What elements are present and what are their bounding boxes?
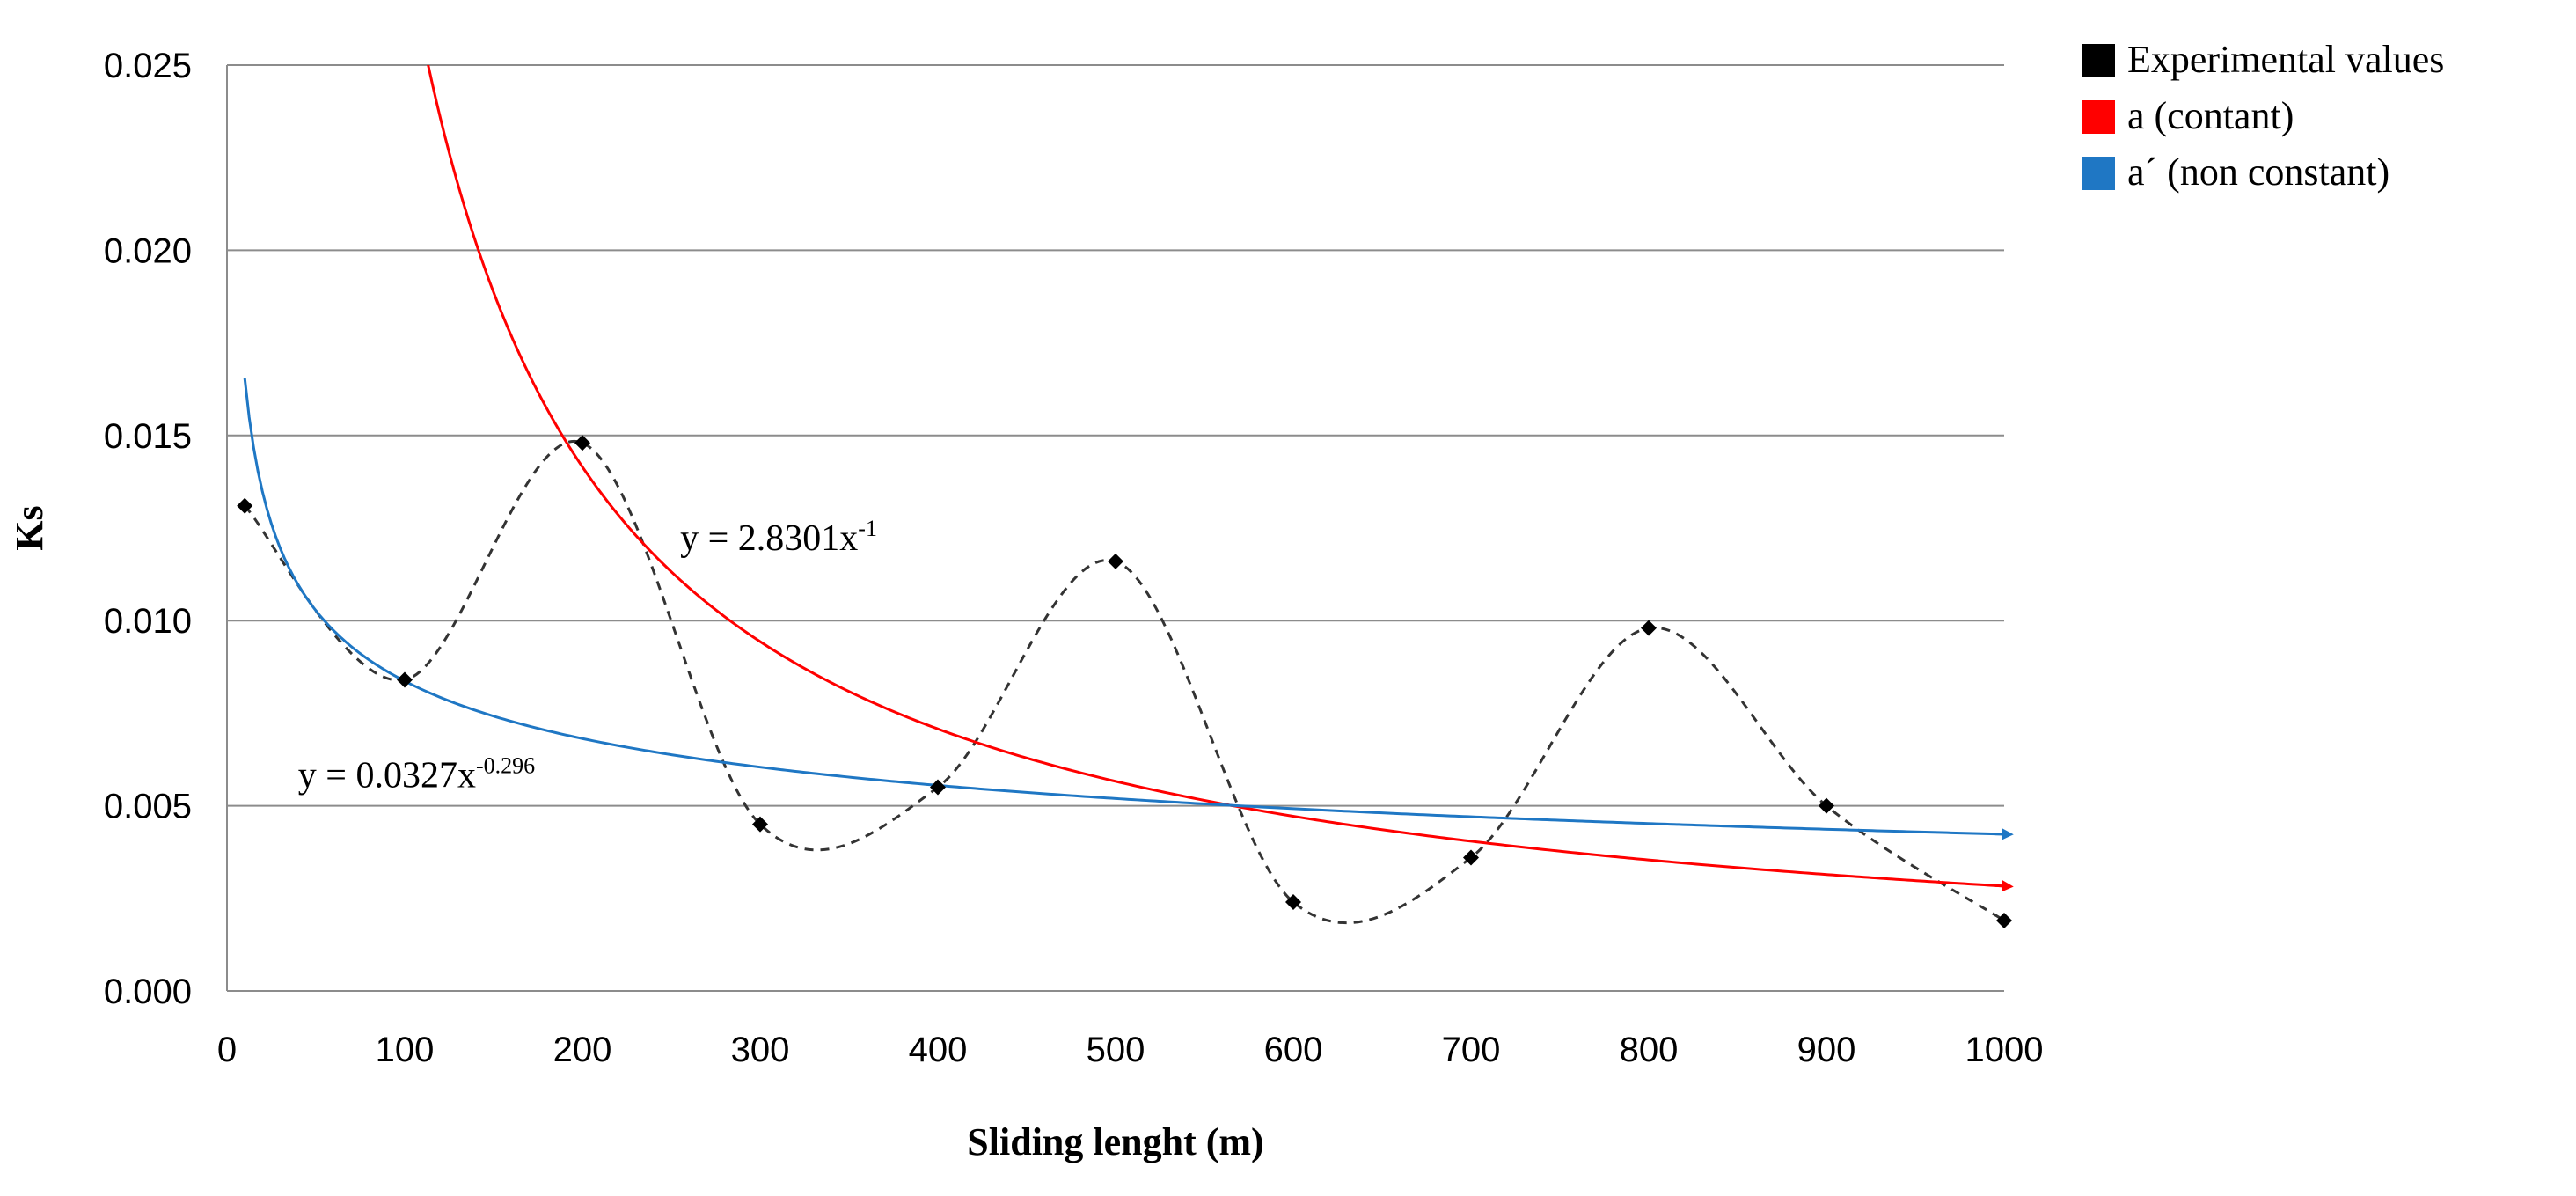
- y-tick-label: 0.010: [104, 602, 192, 641]
- experimental-point: [1819, 797, 1834, 814]
- x-tick-label: 100: [376, 1031, 435, 1069]
- experimental-point: [930, 779, 946, 796]
- y-tick-label: 0.015: [104, 417, 192, 456]
- x-tick-label: 1000: [1965, 1031, 2044, 1069]
- y-tick-label: 0.020: [104, 231, 192, 270]
- experimental-points: [237, 435, 2012, 929]
- experimental-point: [397, 671, 413, 688]
- experimental-point: [1641, 620, 1657, 636]
- equation-annotations: y = 2.8301x-1 y = 0.0327x-0.296: [298, 516, 877, 796]
- legend-label: a (contant): [2127, 94, 2294, 137]
- grid-lines: [227, 64, 2004, 807]
- x-tick-label: 600: [1264, 1031, 1323, 1069]
- equation-label: y = 2.8301x-1: [680, 516, 877, 559]
- legend-item: a´ (non constant): [2082, 150, 2389, 194]
- legend-swatch: [2082, 100, 2115, 134]
- trend-arrows: [1994, 828, 2014, 892]
- experimental-point: [1463, 849, 1479, 866]
- equation-label: y = 0.0327x-0.296: [298, 753, 535, 796]
- trendline-a-constant: [427, 65, 2004, 888]
- experimental-point: [1285, 894, 1301, 911]
- x-tick-label: 800: [1620, 1031, 1679, 1069]
- experimental-curve: [244, 439, 2004, 925]
- y-tick-label: 0.005: [104, 788, 192, 826]
- legend-swatch: [2082, 157, 2115, 190]
- y-tick-labels: 0.000 0.005 0.010 0.015 0.020 0.025: [104, 47, 192, 1011]
- x-tick-label: 700: [1442, 1031, 1501, 1069]
- plot-area: [243, 65, 2004, 925]
- axes: [226, 65, 2004, 992]
- legend-label: a´ (non constant): [2127, 150, 2389, 194]
- y-axis-title: Ks: [8, 505, 51, 550]
- arrow-a-constant: [1994, 880, 2014, 892]
- legend: Experimental values a (contant) a´ (non co…: [2082, 38, 2444, 194]
- x-tick-label: 0: [217, 1031, 237, 1069]
- x-tick-label: 500: [1087, 1031, 1145, 1069]
- x-tick-label: 400: [909, 1031, 968, 1069]
- legend-swatch: [2082, 44, 2115, 77]
- legend-label: Experimental values: [2127, 38, 2444, 81]
- y-tick-label: 0.025: [104, 47, 192, 85]
- x-axis-title: Sliding lenght (m): [967, 1120, 1263, 1163]
- experimental-point: [752, 816, 768, 833]
- x-tick-labels: 0 100 200 300 400 500 600 700 800 900 1000: [217, 1031, 2044, 1069]
- experimental-point: [1996, 913, 2012, 929]
- legend-item: a (contant): [2082, 94, 2294, 137]
- experimental-point: [1108, 553, 1123, 569]
- experimental-point: [574, 435, 590, 451]
- x-tick-label: 300: [731, 1031, 790, 1069]
- x-tick-label: 900: [1797, 1031, 1856, 1069]
- trendline-a-prime: [243, 378, 2004, 836]
- x-tick-label: 200: [553, 1031, 612, 1069]
- y-tick-label: 0.000: [104, 972, 192, 1011]
- legend-item: Experimental values: [2082, 38, 2444, 81]
- experimental-point: [237, 497, 253, 514]
